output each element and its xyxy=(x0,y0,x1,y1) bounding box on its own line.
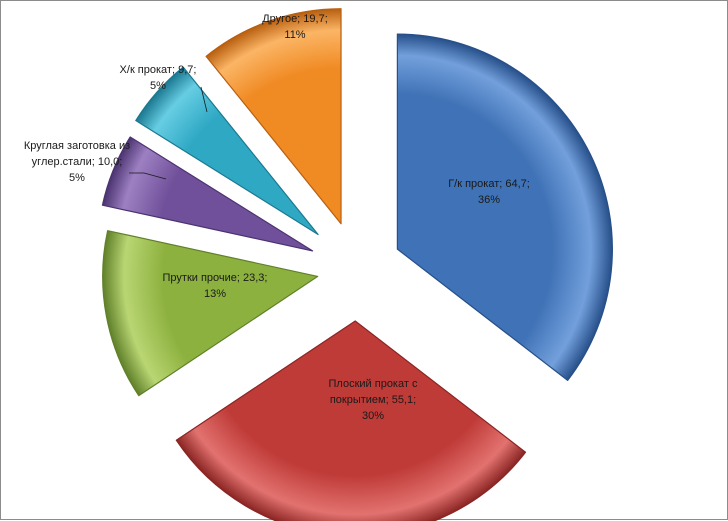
data-label-line: 5% xyxy=(150,80,166,92)
data-label-line: Г/к прокат; 64,7; xyxy=(448,178,530,190)
data-label-line: Х/к прокат; 9,7; xyxy=(120,64,197,76)
data-label-line: 5% xyxy=(69,172,85,184)
data-labels: Г/к прокат; 64,7; 36% Плоский прокат с покр… xyxy=(24,13,530,422)
data-label: Другое; 19,7; 11% xyxy=(262,13,328,41)
data-label: Г/к прокат; 64,7; 36% xyxy=(448,178,530,206)
slice-kruglaya-zagotovka xyxy=(101,136,314,252)
data-label-line: Прутки прочие; 23,3; xyxy=(163,272,268,284)
data-label-line: покрытием; 55,1; xyxy=(330,394,416,406)
slice-hk-prokat xyxy=(135,66,319,236)
slice-drugoe xyxy=(205,8,342,225)
data-label: Прутки прочие; 23,3; 13% xyxy=(163,272,268,300)
pie-slices xyxy=(101,8,613,521)
data-label: Х/к прокат; 9,7; 5% xyxy=(120,64,197,92)
leader-line xyxy=(200,86,208,113)
data-label: Плоский прокат с покрытием; 55,1; 30% xyxy=(329,378,418,422)
data-label-line: 11% xyxy=(284,29,305,41)
data-label-line: 30% xyxy=(362,410,384,422)
leader-line xyxy=(129,172,167,180)
slice-ploskiy-prokat xyxy=(175,320,527,521)
data-label-line: Круглая заготовка из xyxy=(24,140,130,152)
data-label-line: Плоский прокат с xyxy=(329,378,418,390)
leader-lines xyxy=(129,86,208,180)
data-label-line: углер.стали; 10,0; xyxy=(32,156,123,168)
data-label-line: 36% xyxy=(478,194,500,206)
slice-gk-prokat xyxy=(396,33,613,382)
data-label-line: Другое; 19,7; xyxy=(262,13,328,25)
data-label: Круглая заготовка из углер.стали; 10,0; 5% xyxy=(24,140,130,184)
slice-prutki xyxy=(102,230,319,397)
data-label-line: 13% xyxy=(204,288,226,300)
